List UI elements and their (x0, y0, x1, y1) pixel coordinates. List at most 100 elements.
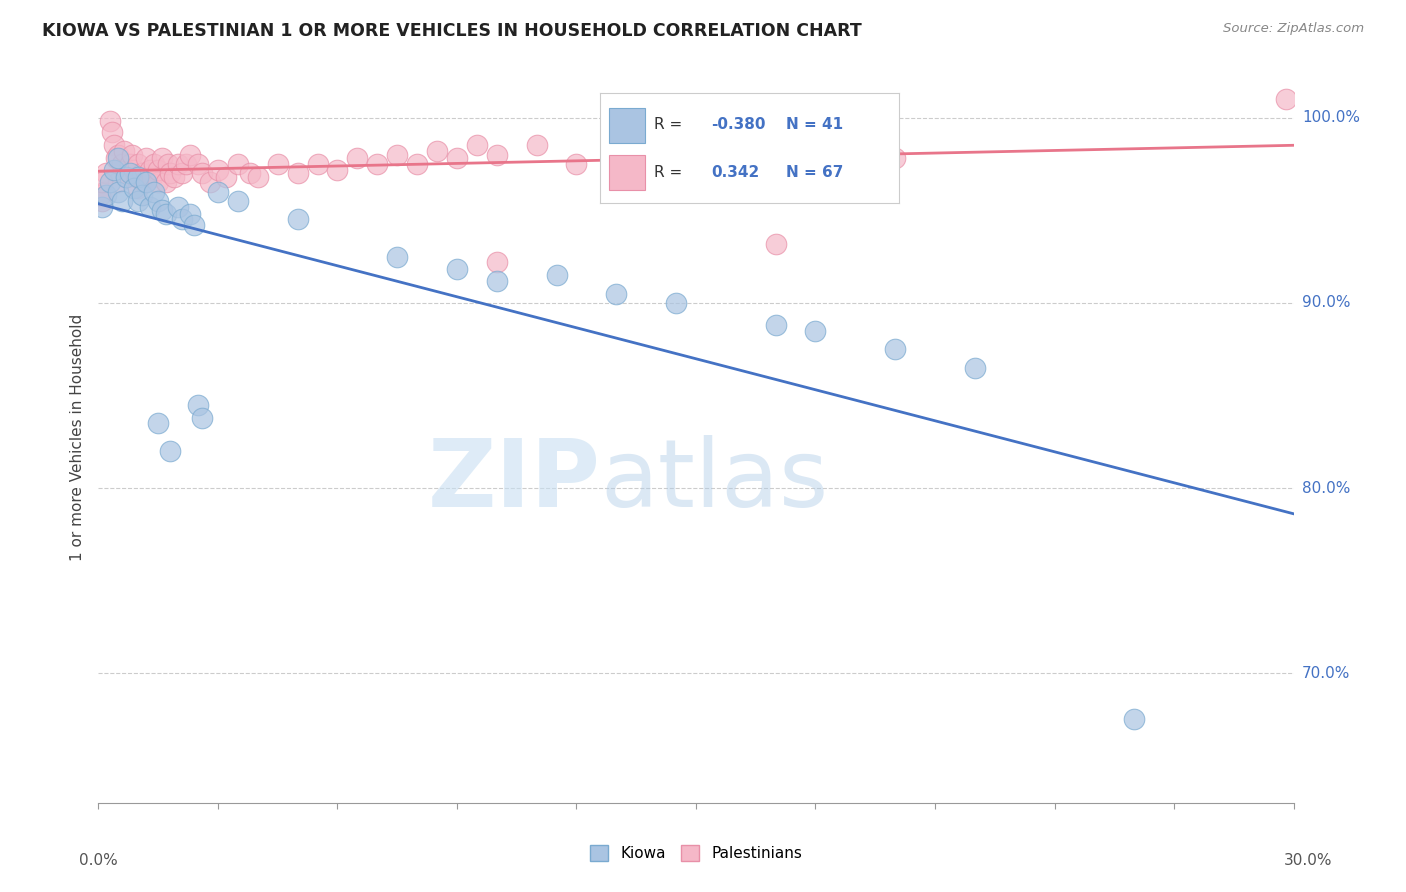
Point (157, 157, 180, 171)
Point (1123, 713, 1146, 727)
Point (148, 162, 170, 177)
Point (127, 157, 149, 171)
Point (159, 444, 181, 458)
Point (159, 166, 181, 180)
Text: 0.0%: 0.0% (79, 854, 118, 868)
Point (167, 157, 190, 171)
Point (765, 236, 787, 251)
Point (107, 176, 129, 190)
Point (112, 144, 135, 158)
Point (148, 176, 170, 190)
Point (111, 157, 134, 171)
Text: atlas: atlas (600, 435, 828, 527)
Point (107, 147, 129, 161)
Legend: Kiowa, Palestinians: Kiowa, Palestinians (589, 845, 803, 861)
Point (103, 138, 125, 153)
Point (207, 185, 229, 199)
Point (98, 176, 122, 190)
Point (96, 188, 118, 202)
Point (215, 169, 238, 184)
Point (148, 194, 170, 208)
Point (127, 169, 149, 184)
Point (226, 157, 249, 171)
Point (143, 157, 166, 171)
Point (172, 166, 194, 180)
Point (246, 169, 269, 184)
Point (226, 194, 249, 208)
Point (565, 157, 588, 171)
Point (131, 188, 153, 202)
Text: Source: ZipAtlas.com: Source: ZipAtlas.com (1223, 22, 1364, 36)
Point (287, 166, 309, 180)
Point (101, 126, 124, 140)
Point (155, 207, 177, 221)
Text: ZIP: ZIP (427, 435, 600, 527)
Point (148, 416, 170, 430)
Point (121, 147, 143, 161)
Point (143, 185, 166, 199)
Point (765, 318, 787, 332)
Point (134, 176, 156, 190)
Point (239, 166, 262, 180)
Point (167, 200, 190, 214)
Point (179, 207, 201, 221)
Point (135, 152, 157, 166)
Point (174, 157, 197, 171)
Point (963, 360, 986, 375)
Point (115, 169, 138, 184)
Point (426, 144, 449, 158)
Point (326, 162, 349, 177)
Point (124, 162, 146, 177)
Point (163, 169, 186, 184)
Point (446, 152, 468, 166)
Point (346, 152, 368, 166)
Point (485, 255, 508, 269)
Point (804, 324, 827, 338)
Point (98, 114, 122, 128)
Point (187, 157, 209, 171)
Point (120, 166, 142, 180)
Point (724, 147, 747, 161)
Point (287, 212, 309, 227)
Point (90, 176, 112, 190)
Point (125, 169, 148, 184)
Point (135, 176, 157, 190)
Point (406, 157, 429, 171)
Point (155, 176, 177, 190)
Point (89, 188, 111, 202)
Point (546, 268, 568, 282)
Point (485, 274, 508, 288)
Point (605, 286, 627, 301)
Text: KIOWA VS PALESTINIAN 1 OR MORE VEHICLES IN HOUSEHOLD CORRELATION CHART: KIOWA VS PALESTINIAN 1 OR MORE VEHICLES … (42, 22, 862, 40)
Text: 30.0%: 30.0% (1284, 854, 1331, 868)
Text: 70.0%: 70.0% (1302, 665, 1350, 681)
Point (103, 162, 125, 177)
Point (385, 250, 409, 264)
Point (115, 169, 138, 184)
Point (191, 410, 214, 425)
Point (267, 157, 290, 171)
Point (105, 152, 128, 166)
Point (150, 152, 173, 166)
Point (91, 194, 114, 208)
Point (96, 166, 118, 180)
Point (884, 152, 907, 166)
Point (385, 147, 409, 161)
Point (179, 147, 201, 161)
Point (198, 176, 221, 190)
Point (207, 162, 229, 177)
Point (124, 181, 146, 195)
Point (1274, 92, 1296, 106)
Text: 100.0%: 100.0% (1302, 110, 1360, 125)
Point (127, 181, 149, 195)
Point (107, 152, 129, 166)
Point (685, 133, 707, 147)
Point (187, 398, 209, 412)
Point (446, 262, 468, 277)
Point (131, 166, 153, 180)
Point (645, 138, 668, 153)
Y-axis label: 1 or more Vehicles in Household: 1 or more Vehicles in Household (70, 313, 86, 561)
Point (485, 147, 508, 161)
Point (91, 200, 114, 214)
Point (120, 157, 142, 171)
